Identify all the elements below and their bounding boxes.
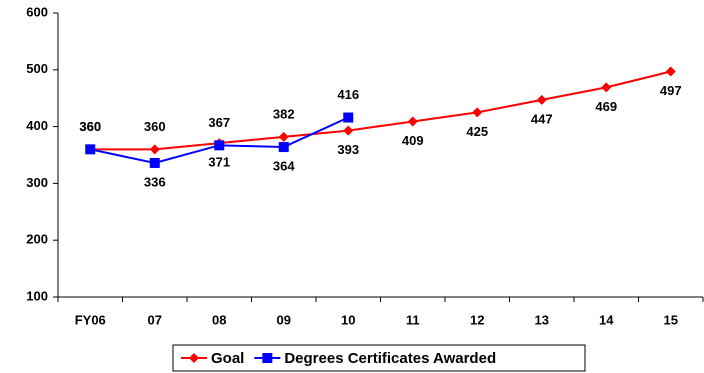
data-label: 469 — [595, 99, 617, 114]
point — [278, 131, 289, 142]
data-label: 425 — [466, 124, 488, 139]
point — [149, 157, 160, 168]
point — [343, 112, 354, 123]
x-tick-label: 12 — [470, 312, 484, 327]
point — [472, 107, 483, 118]
legend-box — [172, 344, 586, 372]
point — [85, 144, 96, 155]
data-label: 360 — [79, 119, 101, 134]
data-label: 497 — [660, 83, 682, 98]
data-label: 382 — [273, 106, 295, 121]
point — [149, 144, 160, 155]
data-label: 393 — [337, 142, 359, 157]
legend-marker — [189, 353, 199, 363]
point — [343, 125, 354, 136]
point — [536, 94, 547, 105]
point — [665, 66, 676, 77]
data-label: 416 — [337, 87, 359, 102]
y-tick-label: 600 — [26, 4, 48, 19]
data-label: 371 — [208, 155, 230, 170]
data-label: 367 — [208, 115, 230, 130]
x-tick-label: 07 — [148, 312, 162, 327]
point — [407, 116, 418, 127]
legend-marker — [262, 353, 273, 363]
y-tick-label: 100 — [26, 288, 48, 303]
series-line — [90, 70, 671, 151]
data-label: 360 — [79, 119, 101, 134]
x-tick-label: 08 — [212, 312, 226, 327]
point — [601, 82, 612, 93]
x-tick-label: 09 — [277, 312, 291, 327]
point — [214, 140, 225, 151]
x-tick-label: 13 — [535, 312, 549, 327]
data-label: 364 — [273, 158, 295, 173]
y-tick-label: 300 — [26, 175, 48, 190]
x-tick-label: 15 — [664, 312, 678, 327]
data-label: 447 — [531, 111, 553, 126]
x-tick-label: 11 — [406, 312, 420, 327]
x-tick-label: 14 — [599, 312, 614, 327]
y-tick-label: 200 — [26, 232, 48, 247]
x-tick-label: FY06 — [75, 312, 106, 327]
y-tick-label: 400 — [26, 118, 48, 133]
y-tick-label: 500 — [26, 61, 48, 76]
x-tick-label: 10 — [341, 312, 355, 327]
point — [278, 142, 289, 153]
legend-label: Degrees Certificates Awarded — [284, 350, 496, 367]
legend-label: Goal — [211, 350, 244, 367]
data-label: 360 — [144, 119, 166, 134]
data-label: 409 — [402, 133, 424, 148]
data-label: 336 — [144, 174, 166, 189]
